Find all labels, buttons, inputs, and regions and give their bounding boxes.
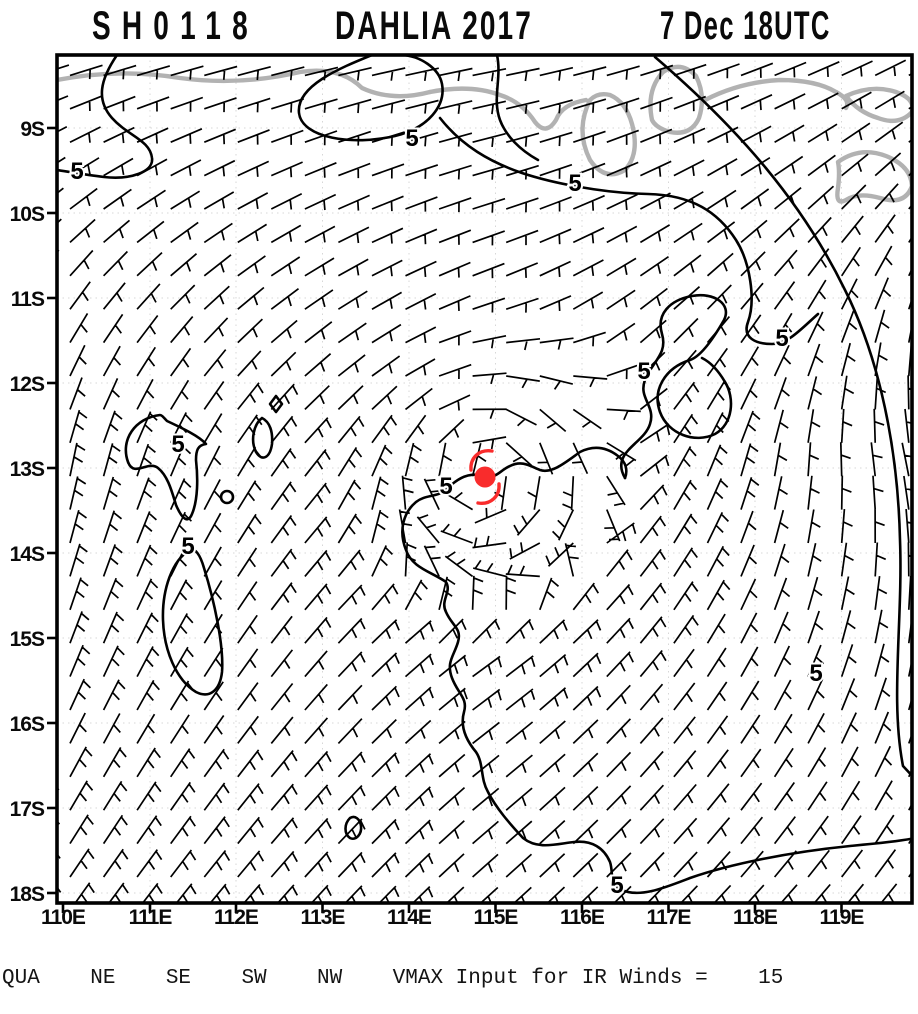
lat-label: 15S [10,628,45,651]
lat-label: 9S [20,118,45,141]
isotach-value-label: 5 [637,358,650,385]
lat-label: 10S [10,203,45,226]
isotach-value-label: 5 [70,158,83,185]
map-border [55,53,914,905]
lat-label: 11S [11,288,45,311]
isotach-value-label: 5 [775,325,788,352]
lon-label: 119E [820,906,865,929]
isotach-value-label: 5 [405,125,418,152]
isotach-value-label: 5 [809,660,822,687]
lat-axis: 9S 10S 11S 12S 13S 14S 15S 16S 17S 18S [10,118,46,906]
lon-label: 110E [41,906,86,929]
lat-label: 16S [10,713,45,736]
lat-label: 18S [10,883,45,906]
storm-name-title: DAHLIA 2017 [335,4,533,48]
lon-label: 115E [474,906,519,929]
lon-label: 114E [387,906,432,929]
lat-label: 14S [10,543,45,566]
lon-label: 116E [560,906,605,929]
lon-label: 117E [647,906,692,929]
isotach-value-label: 5 [610,872,623,899]
isotach-value-label: 5 [568,170,581,197]
wind-barb-field [57,59,912,903]
coastline [57,64,912,204]
quadrant-header-row: QUA NE SE SW NW VMAX Input for IR Winds … [2,967,784,990]
isotach-labels: 5 5 5 5 5 5 5 5 5 5 [68,123,824,901]
storm-id-title: SH0118 [92,4,259,48]
isotach-value-label: 5 [171,431,184,458]
lon-label: 111E [129,906,173,929]
lon-axis: 110E 111E 112E 113E 114E 115E 116E 117E … [41,906,865,929]
lat-label: 12S [10,373,45,396]
lat-label: 17S [10,798,45,821]
lon-label: 118E [733,906,778,929]
lon-label: 112E [214,906,259,929]
lon-label: 113E [301,906,346,929]
isotach-value-label: 5 [181,533,194,560]
storm-parameters-table: QUA NE SE SW NW VMAX Input for IR Winds … [2,925,918,1014]
tropical-cyclone-icon [469,449,501,505]
axis-ticks [47,126,843,913]
valid-time-title: 7 Dec 18UTC [660,4,831,48]
lat-label: 13S [10,458,45,481]
isotach-value-label: 5 [439,473,452,500]
